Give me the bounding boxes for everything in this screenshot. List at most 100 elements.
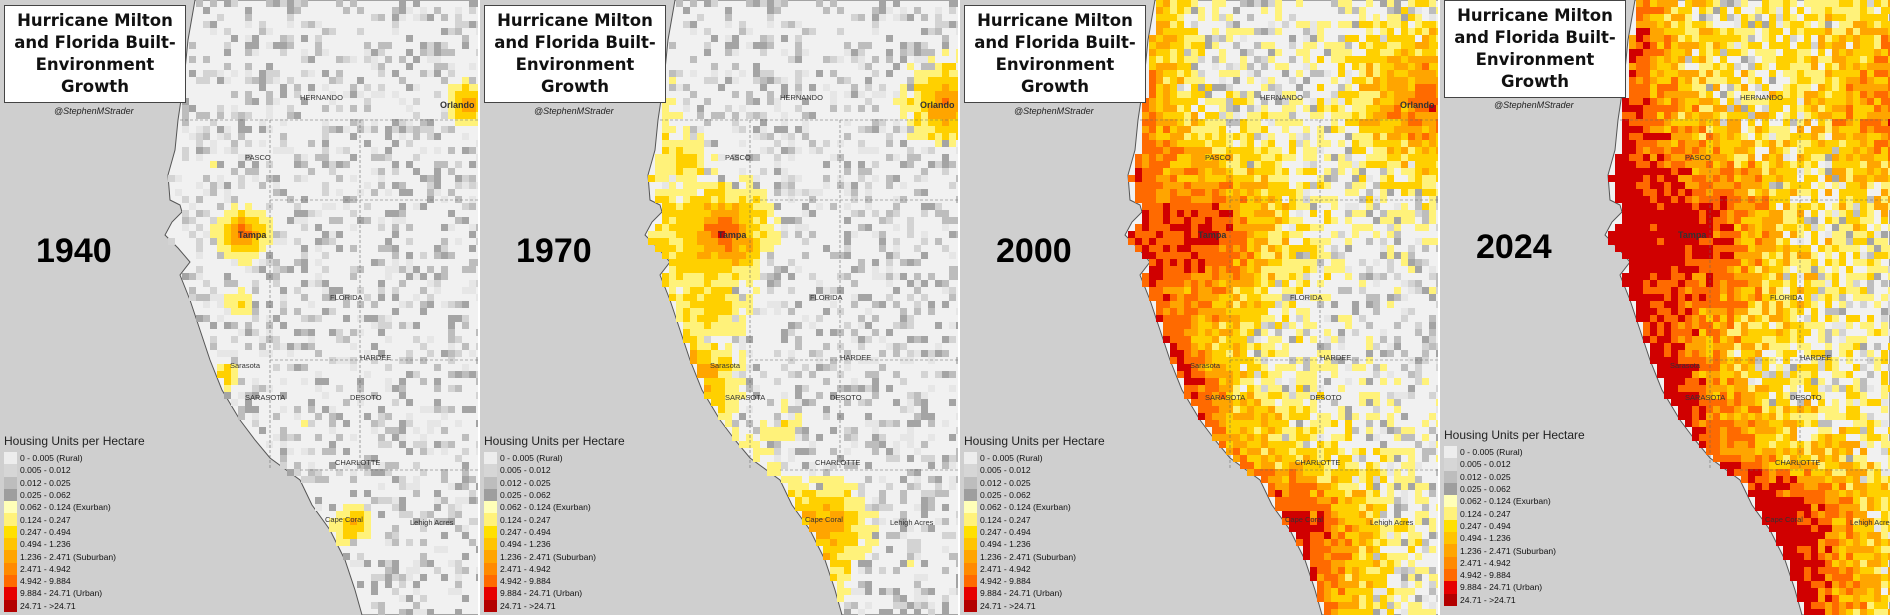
density-cell xyxy=(1156,175,1163,182)
density-cell xyxy=(1275,84,1282,91)
density-cell xyxy=(301,98,308,105)
density-cell xyxy=(690,154,697,161)
density-cell xyxy=(1240,336,1247,343)
density-cell xyxy=(273,259,280,266)
density-cell xyxy=(364,56,371,63)
density-cell xyxy=(760,196,767,203)
density-cell xyxy=(1275,448,1282,455)
density-cell xyxy=(697,343,704,350)
density-cell xyxy=(774,273,781,280)
density-cell xyxy=(1184,322,1191,329)
density-cell xyxy=(1380,70,1387,77)
density-cell xyxy=(322,147,329,154)
density-cell xyxy=(238,126,245,133)
density-cell xyxy=(273,231,280,238)
density-cell xyxy=(1247,112,1254,119)
density-cell xyxy=(266,203,273,210)
density-cell xyxy=(690,336,697,343)
density-cell xyxy=(455,420,462,427)
density-cell xyxy=(1352,490,1359,497)
density-cell xyxy=(462,119,469,126)
density-cell xyxy=(413,154,420,161)
density-cell xyxy=(1401,252,1408,259)
density-cell xyxy=(1317,343,1324,350)
density-cell xyxy=(1212,175,1219,182)
density-cell xyxy=(378,49,385,56)
density-cell xyxy=(1289,217,1296,224)
density-cell xyxy=(760,133,767,140)
density-cell xyxy=(1345,154,1352,161)
density-cell xyxy=(420,539,427,546)
density-cell xyxy=(448,168,455,175)
density-cell xyxy=(753,42,760,49)
density-cell xyxy=(399,210,406,217)
density-cell xyxy=(935,203,942,210)
density-cell xyxy=(935,91,942,98)
density-cell xyxy=(1401,427,1408,434)
density-cell xyxy=(1240,259,1247,266)
density-cell xyxy=(273,175,280,182)
density-cell xyxy=(280,448,287,455)
density-cell xyxy=(1261,210,1268,217)
density-cell xyxy=(1184,70,1191,77)
density-cell xyxy=(308,280,315,287)
density-cell xyxy=(399,441,406,448)
density-cell xyxy=(809,294,816,301)
density-cell xyxy=(434,63,441,70)
density-cell xyxy=(662,238,669,245)
density-cell xyxy=(1366,28,1373,35)
density-cell xyxy=(1436,364,1438,371)
density-cell xyxy=(1415,483,1422,490)
density-cell xyxy=(725,231,732,238)
density-cell xyxy=(280,42,287,49)
density-cell xyxy=(1338,504,1345,511)
density-cell xyxy=(1324,504,1331,511)
density-cell xyxy=(1331,490,1338,497)
density-cell xyxy=(1247,14,1254,21)
density-cell xyxy=(441,196,448,203)
density-cell xyxy=(704,252,711,259)
density-cell xyxy=(1408,35,1415,42)
place-label: PASCO xyxy=(725,153,751,162)
density-cell xyxy=(1401,189,1408,196)
density-cell xyxy=(1387,133,1394,140)
density-cell xyxy=(1163,21,1170,28)
density-cell xyxy=(830,539,837,546)
density-cell xyxy=(1436,77,1438,84)
density-cell xyxy=(767,441,774,448)
density-cell xyxy=(893,119,900,126)
density-cell xyxy=(851,532,858,539)
density-cell xyxy=(1261,413,1268,420)
density-cell xyxy=(1240,231,1247,238)
density-cell xyxy=(1156,280,1163,287)
density-cell xyxy=(1261,252,1268,259)
density-cell xyxy=(942,210,949,217)
density-cell xyxy=(329,287,336,294)
density-cell xyxy=(1219,175,1226,182)
density-cell xyxy=(942,49,949,56)
density-cell xyxy=(1254,329,1261,336)
density-cell xyxy=(1436,455,1438,462)
density-cell xyxy=(935,119,942,126)
density-cell xyxy=(774,455,781,462)
density-cell xyxy=(1338,448,1345,455)
density-cell xyxy=(413,126,420,133)
density-cell xyxy=(413,84,420,91)
legend-item: 9.884 - 24.71 (Urban) xyxy=(484,587,644,600)
density-cell xyxy=(1219,378,1226,385)
density-cell xyxy=(935,7,942,14)
density-cell xyxy=(1149,245,1156,252)
density-cell xyxy=(879,336,886,343)
density-cell xyxy=(690,329,697,336)
density-cell xyxy=(371,588,378,595)
density-cell xyxy=(231,280,238,287)
density-cell xyxy=(406,105,413,112)
density-cell xyxy=(858,546,865,553)
density-cell xyxy=(1303,329,1310,336)
density-cell xyxy=(1233,147,1240,154)
density-cell xyxy=(1219,434,1226,441)
density-cell xyxy=(1303,126,1310,133)
density-cell xyxy=(1373,259,1380,266)
density-cell xyxy=(1198,168,1205,175)
density-cell xyxy=(676,231,683,238)
